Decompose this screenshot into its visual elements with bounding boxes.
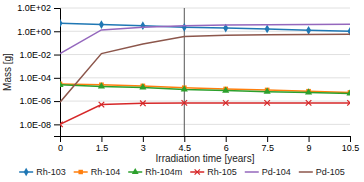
grid-line <box>60 8 350 9</box>
tick-label: 6 <box>224 143 229 153</box>
tick-label: 1.0E-06 <box>19 96 51 106</box>
point-marker <box>346 89 350 95</box>
tick: 4.5 <box>179 136 192 153</box>
tick-mark <box>184 136 185 142</box>
point-marker <box>265 25 270 34</box>
legend-label: Pd-105 <box>316 167 345 177</box>
legend-label: Rh-104 <box>91 167 121 177</box>
chart: Rh-103 Rh-104 Rh-104m Rh-105 Pd-104 Pd-105 0 1.… <box>0 0 364 182</box>
legend-swatch <box>299 171 313 173</box>
tick-label: 1.0E-04 <box>19 73 51 83</box>
tick-mark <box>54 78 60 79</box>
tick-mark <box>226 136 227 142</box>
point-marker <box>139 83 146 89</box>
grid-line <box>60 77 350 78</box>
legend-item: Rh-104 <box>74 167 121 177</box>
tick-label: 10.5 <box>342 143 360 153</box>
tick-mark <box>309 136 310 142</box>
tick-mark <box>267 136 268 142</box>
tick: 1.0E+02 <box>17 3 60 13</box>
axis-line <box>54 9 61 137</box>
point-marker <box>60 81 64 87</box>
x-axis: 0 1.5 3 4.5 6 7.5 9 10.5 <box>58 136 359 153</box>
point-marker <box>140 21 145 30</box>
legend-swatch <box>245 171 259 173</box>
point-marker <box>181 100 187 106</box>
point-marker <box>181 85 188 91</box>
axis-line <box>61 137 351 143</box>
tick: 1.0E-02 <box>19 50 60 60</box>
tick-mark <box>350 136 351 142</box>
tick: 10.5 <box>342 136 360 153</box>
tick-label: 1.5 <box>96 143 109 153</box>
grid <box>60 8 350 124</box>
tick: 3 <box>141 136 146 153</box>
tick: 1.5 <box>96 136 109 153</box>
point-marker <box>60 122 63 128</box>
x-axis-title: Irradiation time [years] <box>156 153 255 164</box>
legend-label: Rh-105 <box>207 167 237 177</box>
tick: 6 <box>224 136 229 153</box>
legend-item: Rh-105 <box>190 167 237 177</box>
plot-area: 01.534.567.5910.51.0E+021.0E+001.0E-021.… <box>17 3 359 153</box>
tick-label: 3 <box>141 143 146 153</box>
tick-label: 4.5 <box>179 143 192 153</box>
point-marker <box>222 86 229 92</box>
tick: 1.0E-04 <box>19 73 60 83</box>
point-marker <box>264 100 270 106</box>
legend-item: Pd-105 <box>299 167 345 177</box>
tick-label: 1.0E+00 <box>17 27 51 37</box>
point-marker <box>60 19 63 28</box>
point-marker <box>347 100 350 106</box>
grid-line <box>60 124 350 125</box>
series-line <box>60 24 350 53</box>
point-marker <box>140 100 146 106</box>
tick-mark <box>143 136 144 142</box>
tick: 0 <box>58 136 63 153</box>
point-marker <box>223 100 229 106</box>
tick-label: 1.0E-02 <box>19 50 51 60</box>
tick-mark <box>54 31 60 32</box>
legend-marker <box>78 170 82 174</box>
legend-label: Rh-103 <box>36 167 66 177</box>
legend: Rh-103 Rh-104 Rh-104m Rh-105 Pd-104 Pd-105 <box>19 167 345 177</box>
tick-mark <box>54 8 60 9</box>
tick-mark <box>54 55 60 56</box>
point-marker <box>99 20 104 29</box>
y-axis-title: Mass [g] <box>2 53 13 91</box>
legend-item: Rh-104m <box>128 167 182 177</box>
tick: 1.0E-08 <box>19 120 60 130</box>
tick-label: 9 <box>307 143 312 153</box>
point-marker <box>306 26 311 35</box>
tick-label: 1.0E+02 <box>17 3 51 13</box>
legend-item: Rh-103 <box>19 167 66 177</box>
point-marker <box>305 88 312 94</box>
marks <box>60 8 350 136</box>
legend-label: Rh-104m <box>145 167 182 177</box>
tick-mark <box>54 101 60 102</box>
tick: 7.5 <box>261 136 274 153</box>
grid-line <box>60 54 350 55</box>
tick-label: 7.5 <box>261 143 274 153</box>
point-marker <box>99 102 105 108</box>
y-axis: 1.0E+02 1.0E+00 1.0E-02 1.0E-04 1.0E-06 1.0E-… <box>17 3 60 136</box>
series-line <box>60 34 350 102</box>
tick-label: 1.0E-08 <box>19 120 51 130</box>
point-marker <box>182 23 187 32</box>
point-marker <box>264 88 271 94</box>
tick-label: 0 <box>58 143 63 153</box>
tick: 1.0E-06 <box>19 96 60 106</box>
legend-marker <box>24 168 29 176</box>
tick-mark <box>54 124 60 125</box>
tick: 1.0E+00 <box>17 27 60 37</box>
legend-label: Pd-104 <box>262 167 291 177</box>
tick-mark <box>101 136 102 142</box>
legend-marker <box>195 169 200 174</box>
point-marker <box>98 82 105 88</box>
legend-marker <box>132 168 139 174</box>
point-marker <box>306 100 312 106</box>
legend-item: Pd-104 <box>245 167 291 177</box>
tick: 9 <box>307 136 312 153</box>
